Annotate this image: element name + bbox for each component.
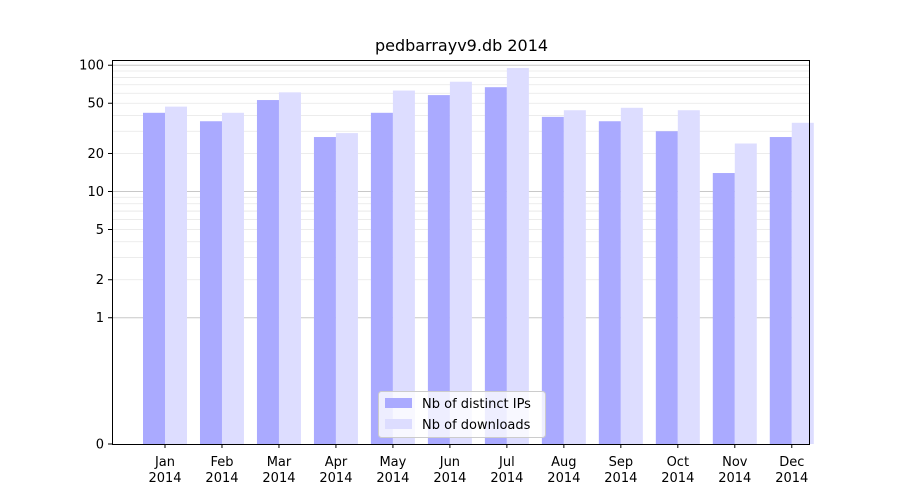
legend: Nb of distinct IPs Nb of downloads: [378, 391, 546, 438]
y-tick-label: 5: [96, 223, 104, 238]
y-tick-label: 1: [96, 311, 104, 326]
x-tick-label: Jan 2014: [148, 455, 181, 486]
plot-frame: [112, 60, 810, 445]
x-tick-label: Mar 2014: [262, 455, 295, 486]
bar-downloads: [278, 92, 301, 445]
x-axis: Jan 2014 Feb 2014 Mar 2014 Apr 2014 May 2014 Jun 20…: [148, 444, 808, 486]
y-axis: 0 1 2 5 10 20 50 100: [79, 59, 112, 453]
x-tick-label: Feb 2014: [205, 455, 238, 486]
bar-distinct-ips: [598, 121, 621, 444]
x-tick-label: Jun 2014: [433, 455, 466, 486]
legend-label-distinct-ips: Nb of distinct IPs: [422, 397, 531, 412]
y-tick-label: 100: [79, 59, 104, 74]
bar-distinct-ips: [313, 137, 336, 444]
bar-downloads: [335, 133, 358, 445]
legend-swatch-distinct-ips: [385, 398, 412, 408]
bar-distinct-ips: [199, 121, 222, 444]
bar-downloads: [734, 143, 757, 444]
bar-downloads: [620, 107, 643, 444]
y-tick-label: 2: [96, 273, 104, 288]
legend-swatch-downloads: [385, 419, 412, 429]
bars: [143, 68, 814, 445]
bar-downloads: [563, 110, 586, 444]
bar-distinct-ips: [427, 95, 450, 445]
x-tick-label: May 2014: [376, 455, 409, 486]
x-tick-label: Aug 2014: [547, 455, 580, 486]
bar-downloads: [392, 90, 415, 444]
x-tick-label: Oct 2014: [661, 455, 694, 486]
bar-distinct-ips: [712, 173, 735, 444]
y-tick-label: 50: [87, 97, 104, 112]
x-tick-label: Sep 2014: [604, 455, 637, 486]
bar-distinct-ips: [541, 116, 564, 445]
x-tick-label: Nov 2014: [718, 455, 751, 486]
legend-label-downloads: Nb of downloads: [422, 418, 531, 433]
bar-distinct-ips: [370, 112, 393, 444]
bar-downloads: [506, 68, 529, 444]
bar-distinct-ips: [655, 131, 678, 444]
chart-title: pedbarrayv9.db 2014: [375, 36, 548, 55]
bar-distinct-ips: [484, 87, 507, 444]
bar-downloads: [165, 106, 187, 444]
x-tick-label: Jul 2014: [490, 455, 523, 486]
bar-downloads: [677, 110, 700, 444]
bar-downloads: [791, 122, 814, 444]
bar-distinct-ips: [256, 100, 279, 445]
y-tick-label: 0: [96, 438, 104, 453]
bar-distinct-ips: [769, 137, 792, 444]
bar-downloads: [221, 112, 244, 444]
legend-box: [378, 391, 546, 438]
x-tick-label: Apr 2014: [319, 455, 352, 486]
bar-distinct-ips: [143, 112, 165, 444]
bar-downloads: [449, 81, 472, 444]
x-tick-label: Dec 2014: [775, 455, 808, 486]
y-tick-label: 10: [87, 185, 104, 200]
y-tick-label: 20: [87, 147, 104, 162]
